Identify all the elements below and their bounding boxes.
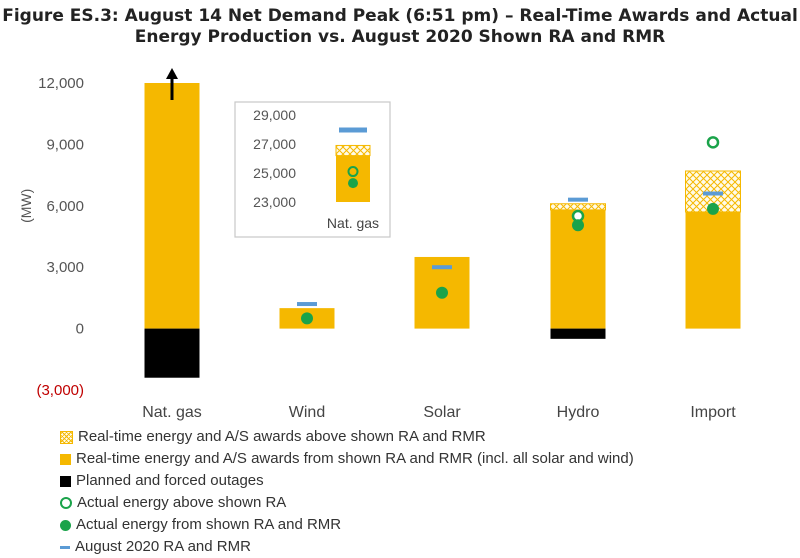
bar-awards-from-ra [685, 211, 741, 329]
x-tick-label: Solar [423, 404, 461, 421]
inset-y-tick-label: 27,000 [253, 136, 296, 152]
bar-outages [550, 328, 606, 339]
marker-ra-rmr [568, 197, 588, 202]
marker-ra-rmr [432, 265, 452, 270]
y-tick-label: 3,000 [46, 259, 84, 276]
inset-panel: 23,000 25,000 27,000 29,000 Nat. gas [234, 101, 391, 238]
marker-actual-from-ra [707, 202, 719, 215]
inset-marker-actual-above-ra [347, 166, 359, 178]
legend-label: Real-time energy and A/S awards above sh… [78, 428, 486, 445]
legend-item-awards-from: Real-time energy and A/S awards from sho… [60, 448, 634, 470]
legend-swatch-dash [60, 545, 70, 549]
legend-label: Actual energy from shown RA and RMR [76, 516, 342, 533]
bars [144, 83, 741, 378]
x-axis: Nat. gas Wind Solar Hydro Import [142, 404, 736, 421]
y-tick-label: 9,000 [46, 136, 84, 153]
legend-label: Planned and forced outages [76, 472, 264, 489]
y-tick-label: 12,000 [38, 75, 84, 92]
chart-title: Figure ES.3: August 14 Net Demand Peak (… [0, 6, 800, 48]
y-axis: (3,000) 0 3,000 6,000 9,000 12,000 (MW) [18, 75, 84, 399]
legend-item-awards-above: Real-time energy and A/S awards above sh… [60, 426, 634, 448]
inset-y-tick-label: 25,000 [253, 165, 296, 181]
inset-x-tick-label: Nat. gas [327, 215, 379, 231]
legend-item-actual-from: Actual energy from shown RA and RMR [60, 514, 634, 536]
x-tick-label: Import [690, 404, 736, 421]
legend-label: Actual energy above shown RA [77, 494, 287, 511]
inset-marker-ra-rmr [339, 127, 367, 133]
legend-swatch-ring [60, 497, 72, 509]
legend-swatch-dot [60, 519, 71, 531]
x-tick-label: Nat. gas [142, 404, 202, 421]
marker-actual-from-ra [572, 219, 584, 232]
y-tick-label: 0 [76, 321, 84, 338]
inset-marker-actual-from-ra [348, 178, 358, 189]
marker-actual-from-ra [301, 312, 313, 325]
arrow-offscale-icon [166, 68, 178, 79]
marker-actual-above-ra [706, 136, 720, 149]
bar-awards-above-ra [550, 203, 606, 211]
legend-swatch-black [60, 475, 71, 487]
legend: Real-time energy and A/S awards above sh… [60, 426, 634, 558]
inset-y-tick-label: 29,000 [253, 107, 296, 123]
chart-title-line-1: Figure ES.3: August 14 Net Demand Peak (… [2, 6, 798, 26]
bar-awards-from-ra [144, 83, 200, 329]
y-tick-label: 6,000 [46, 198, 84, 215]
legend-item-ra-rmr: August 2020 RA and RMR [60, 536, 634, 558]
chart-title-line-2: Energy Production vs. August 2020 Shown … [134, 27, 666, 47]
legend-swatch-hatch [60, 430, 73, 444]
legend-swatch-solid [60, 453, 71, 465]
y-axis-title: (MW) [18, 189, 34, 223]
y-tick-label: (3,000) [36, 382, 84, 399]
bar-outages [144, 328, 200, 378]
marker-actual-from-ra [436, 286, 448, 299]
legend-item-actual-above: Actual energy above shown RA [60, 492, 634, 514]
legend-item-outages: Planned and forced outages [60, 470, 634, 492]
chart-canvas: (3,000) 0 3,000 6,000 9,000 12,000 (MW) Nat. g… [18, 68, 741, 421]
marker-ra-rmr [703, 191, 723, 196]
inset-y-tick-label: 23,000 [253, 194, 296, 210]
marker-ra-rmr [297, 302, 317, 307]
x-tick-label: Wind [289, 404, 325, 421]
legend-label: August 2020 RA and RMR [75, 538, 251, 555]
markers [166, 68, 723, 325]
legend-label: Real-time energy and A/S awards from sho… [76, 450, 634, 467]
x-tick-label: Hydro [557, 404, 600, 421]
inset-bar-awards-above-ra [335, 144, 371, 157]
